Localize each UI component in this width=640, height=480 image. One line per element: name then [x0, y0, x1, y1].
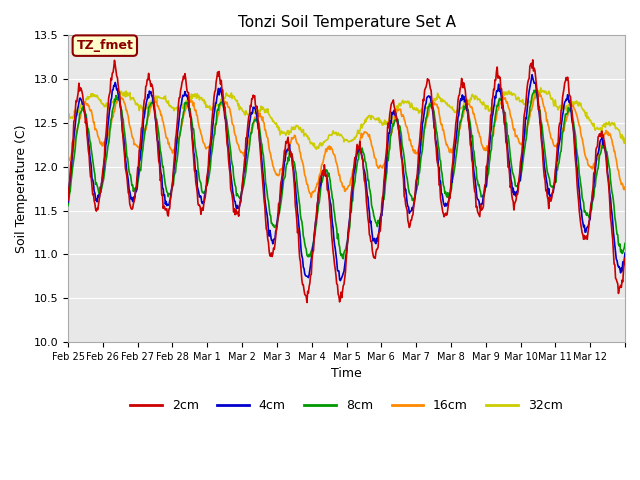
- Title: Tonzi Soil Temperature Set A: Tonzi Soil Temperature Set A: [237, 15, 456, 30]
- Legend: 2cm, 4cm, 8cm, 16cm, 32cm: 2cm, 4cm, 8cm, 16cm, 32cm: [125, 394, 568, 417]
- Text: TZ_fmet: TZ_fmet: [76, 39, 133, 52]
- Y-axis label: Soil Temperature (C): Soil Temperature (C): [15, 124, 28, 253]
- X-axis label: Time: Time: [331, 367, 362, 380]
